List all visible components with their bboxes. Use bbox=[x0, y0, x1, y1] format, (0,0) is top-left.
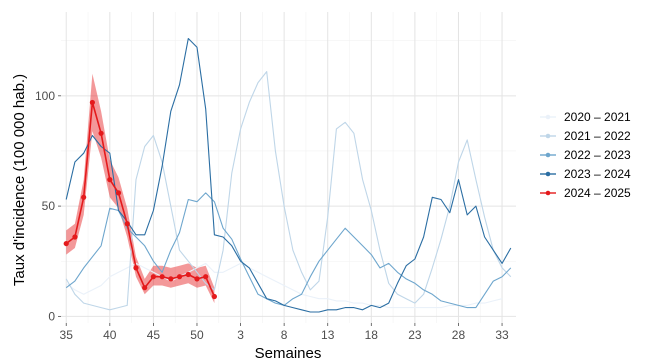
x-tick-label: 28 bbox=[452, 328, 466, 342]
data-point bbox=[150, 274, 156, 280]
x-tick-label: 40 bbox=[103, 328, 117, 342]
data-point bbox=[203, 274, 209, 280]
x-tick-label: 45 bbox=[147, 328, 161, 342]
series-ribbon-4 bbox=[66, 73, 215, 304]
legend-label: 2020 – 2021 bbox=[564, 110, 631, 124]
data-point bbox=[115, 190, 122, 196]
data-point bbox=[107, 177, 113, 183]
legend-label: 2021 – 2022 bbox=[564, 129, 631, 143]
legend-key-point bbox=[545, 114, 551, 120]
x-tick-label: 35 bbox=[60, 328, 74, 342]
legend-key-point bbox=[545, 190, 551, 196]
x-tick-label: 18 bbox=[365, 328, 379, 342]
series-lines bbox=[65, 37, 512, 313]
data-point bbox=[63, 240, 69, 247]
legend-label: 2023 – 2024 bbox=[564, 167, 631, 181]
x-tick-label: 50 bbox=[190, 328, 204, 342]
data-point bbox=[176, 274, 183, 280]
y-tick-label: 100 bbox=[35, 89, 55, 103]
legend-item: 2020 – 2021 bbox=[540, 110, 631, 124]
legend-key-point bbox=[545, 171, 551, 177]
legend-item: 2023 – 2024 bbox=[540, 167, 631, 181]
series-line-0 bbox=[65, 262, 503, 309]
data-point bbox=[168, 276, 174, 282]
y-tick-label: 0 bbox=[48, 309, 55, 323]
legend-key-point bbox=[545, 152, 551, 158]
x-tick-label: 8 bbox=[281, 328, 288, 342]
data-point bbox=[185, 271, 191, 278]
legend: 2020 – 2021 2021 – 2022 2022 – 2023 2023 – … bbox=[540, 110, 631, 200]
y-axis-title: Taux d'incidence (100 000 hab.) bbox=[11, 74, 28, 286]
data-point bbox=[133, 265, 139, 271]
legend-item: 2021 – 2022 bbox=[540, 129, 631, 143]
legend-item: 2024 – 2025 bbox=[540, 186, 631, 200]
series-line-3 bbox=[65, 37, 512, 313]
data-point bbox=[211, 293, 218, 300]
series-line-1 bbox=[65, 71, 512, 311]
series-line-2 bbox=[65, 192, 512, 309]
legend-key-point bbox=[545, 133, 551, 139]
y-axis-ticks: 0 50 100 bbox=[35, 89, 61, 323]
y-tick-label: 50 bbox=[42, 199, 56, 213]
series-points bbox=[63, 99, 218, 300]
x-tick-label: 23 bbox=[408, 328, 422, 342]
grid-lines bbox=[61, 12, 516, 323]
legend-label: 2022 – 2023 bbox=[564, 148, 631, 162]
legend-item: 2022 – 2023 bbox=[540, 148, 631, 162]
x-axis-ticks: 35 40 45 50 3 8 13 18 23 28 33 bbox=[60, 323, 509, 342]
x-tick-label: 13 bbox=[321, 328, 335, 342]
data-point bbox=[194, 276, 200, 282]
data-point bbox=[72, 234, 78, 240]
data-point bbox=[89, 99, 95, 106]
data-point bbox=[142, 285, 148, 291]
confidence-ribbons bbox=[66, 73, 215, 304]
data-point bbox=[81, 194, 87, 200]
data-point bbox=[159, 274, 165, 280]
legend-label: 2024 – 2025 bbox=[564, 186, 631, 200]
x-axis-title: Semaines bbox=[255, 345, 322, 361]
x-tick-label: 33 bbox=[495, 328, 509, 342]
data-point bbox=[98, 130, 104, 136]
data-point bbox=[124, 221, 130, 227]
x-tick-label: 3 bbox=[237, 328, 244, 342]
